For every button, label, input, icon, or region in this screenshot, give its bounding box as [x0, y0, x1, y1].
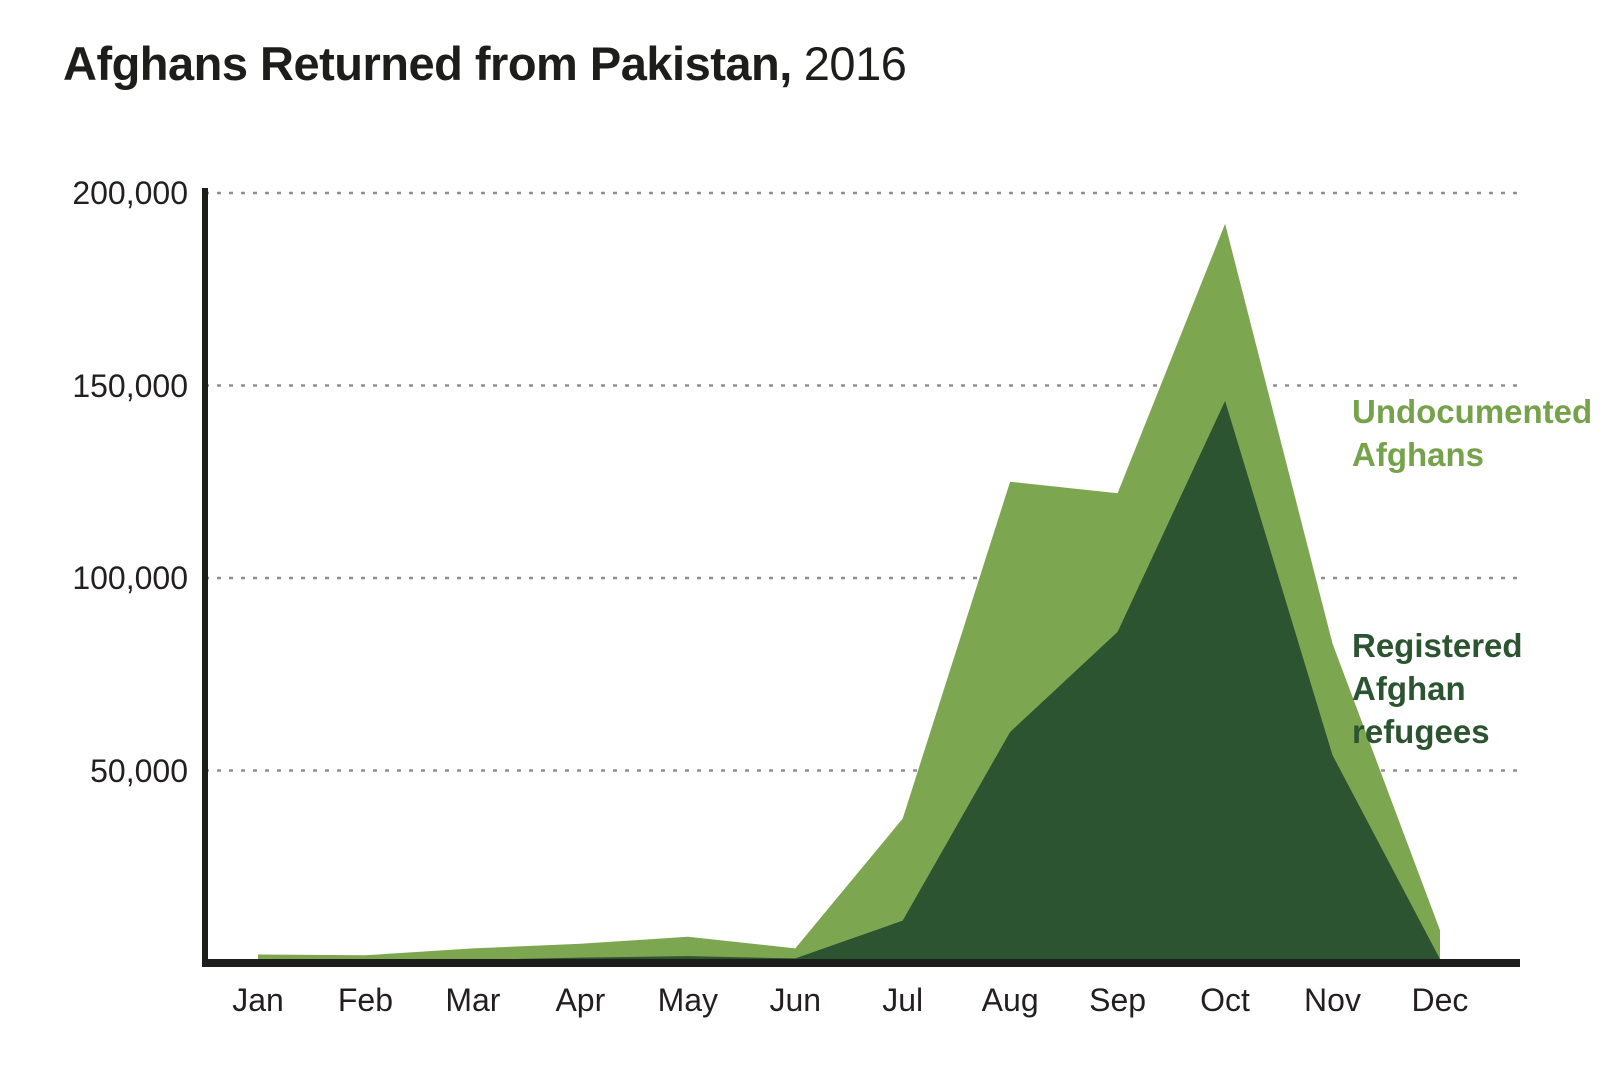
- x-tick-label: Oct: [1200, 982, 1250, 1018]
- y-tick-label: 150,000: [72, 367, 188, 404]
- x-tick-label: Aug: [981, 982, 1039, 1018]
- x-tick-label: Dec: [1411, 982, 1469, 1018]
- registered-afghan-refugees-area: [258, 400, 1440, 963]
- x-tick-label: Jan: [232, 982, 284, 1018]
- x-tick-label: Jun: [769, 982, 822, 1018]
- x-tick-label: May: [657, 982, 719, 1018]
- x-tick-label: Sep: [1089, 982, 1147, 1018]
- legend-registered-afghan-refugees: Registered Afghan refugees: [1352, 627, 1523, 750]
- legend-undocumented-afghans: Undocumented Afghans: [1352, 393, 1593, 473]
- x-tick-label: Apr: [555, 982, 606, 1018]
- x-tick-label: Feb: [337, 982, 393, 1018]
- chart-title-year: 2016: [803, 37, 907, 90]
- y-tick-label: 200,000: [72, 175, 188, 211]
- chart-title: Afghans Returned from Pakistan, 2016: [63, 36, 907, 91]
- x-tick-label: Nov: [1304, 982, 1361, 1018]
- y-tick-label: 100,000: [72, 560, 188, 596]
- x-tick-label: Jul: [882, 982, 924, 1018]
- y-tick-label: 50,000: [90, 752, 188, 789]
- chart-title-main: Afghans Returned from Pakistan,: [63, 37, 792, 90]
- x-tick-label: Mar: [445, 982, 501, 1018]
